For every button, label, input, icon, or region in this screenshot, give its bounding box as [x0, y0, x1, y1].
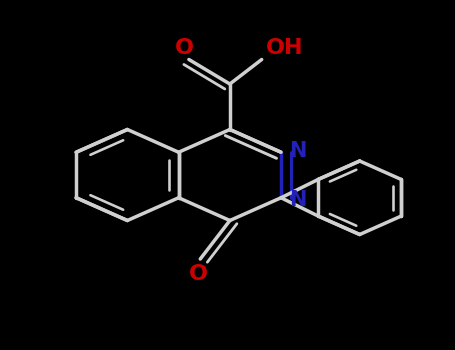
Text: OH: OH [266, 38, 304, 58]
Text: N: N [289, 189, 307, 210]
Text: N: N [289, 140, 307, 161]
Text: O: O [188, 264, 207, 284]
Text: O: O [175, 38, 194, 58]
